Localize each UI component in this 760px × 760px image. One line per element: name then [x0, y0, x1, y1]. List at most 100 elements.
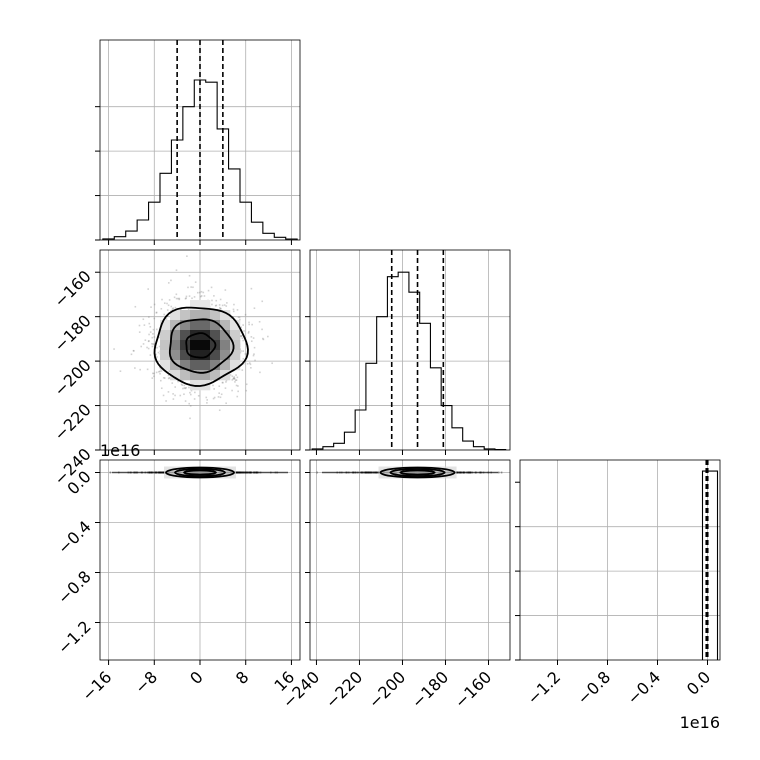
panel-2-1-sample-point [242, 350, 244, 352]
panel-2-1-sample-point [236, 309, 239, 311]
panel-2-1-sample-point [219, 308, 222, 310]
panel-2-1-sample-point [186, 255, 188, 257]
panel-2-1-sample-point [180, 308, 182, 311]
panel-2-1-sample-point [166, 309, 169, 311]
panel-2-1-sample-point [146, 346, 148, 349]
panel-2-1-density-cell [200, 360, 211, 371]
panel-2-1-sample-point [171, 308, 174, 310]
panel-3-2-contour [379, 466, 456, 479]
panel-2-1-sample-point [250, 367, 252, 369]
panel-2-1-density-cell [170, 350, 181, 361]
panel-2-1-sample-point [160, 307, 163, 310]
panel-2-1-sample-point [155, 311, 158, 314]
panel-2-1-sample-point [190, 389, 193, 392]
panel-2-1-sample-point [233, 303, 235, 306]
panel-2-1-sample-point [185, 295, 188, 298]
panel-2-1-sample-point [147, 288, 149, 290]
panel-2-1-sample-point [189, 391, 191, 394]
panel-2-1-sample-point [153, 343, 156, 345]
panel-2-1-sample-point [225, 305, 228, 307]
panel-2-1-density-cell [180, 310, 191, 321]
panel-2-1-sample-point [213, 295, 215, 297]
panel-2-1-density-cell [230, 340, 241, 351]
panel-2-1-sample-point [187, 286, 189, 289]
panel-2-1-sample-point [196, 291, 199, 294]
panel-2-2-histogram-step [311, 271, 507, 451]
panel-3-1-x-tick-label: 0 [186, 667, 207, 688]
panel-2-1-sample-point [236, 395, 239, 398]
panel-3-2-x-tick-label: −180 [408, 667, 453, 712]
panel-2-1-density-cell [200, 330, 211, 341]
panel-2-1-sample-point [182, 387, 184, 390]
panel-2-1-sample-point [242, 357, 245, 360]
panel-3-3-x-tick-label: −0.4 [623, 667, 664, 708]
panel-2-1-sample-point [163, 313, 166, 316]
panel-2-1-sample-point [233, 377, 236, 380]
panel-2-1-sample-point [242, 339, 244, 342]
panel-2-1-sample-point [167, 374, 170, 377]
panel-2-1-sample-point [172, 398, 175, 400]
panel-2-1-sample-point [159, 370, 161, 373]
panel-3-2-x-tick-label: −220 [322, 667, 367, 712]
panel-2-1-sample-point [231, 389, 233, 392]
panel-2-1-sample-point [165, 400, 167, 402]
panel-2-1-sample-point [163, 302, 166, 304]
panel-2-1-sample-point [259, 371, 261, 374]
panel-2-1-sample-point [150, 306, 152, 308]
panel-2-1-sample-point [144, 339, 147, 341]
panel-2-1-sample-point [155, 371, 158, 374]
panel-2-1-sample-point [190, 286, 192, 288]
panel-2-1-sample-point [149, 354, 152, 356]
panel-3-2-sample-point [316, 471, 318, 474]
panel-2-1-sample-point [180, 383, 183, 386]
panel-3-2-contour [389, 468, 446, 477]
panel-2-1-sample-point [194, 281, 197, 283]
panel-2-1-sample-point [130, 353, 133, 356]
panel-2-1-density-cell [190, 340, 201, 351]
panel-2-1-sample-point [250, 340, 253, 343]
panel-3-3-x-offset-label: 1e16 [680, 713, 720, 732]
panel-2-1-sample-point [218, 306, 221, 309]
panel-2-1-density-cell [210, 320, 221, 331]
panel-2-1-sample-point [247, 330, 250, 333]
panel-2-1-density-cell [220, 310, 231, 321]
panel-2-1-density-cell [170, 370, 181, 381]
panel-2-1-sample-point [161, 298, 163, 301]
panel-2-1-sample-point [172, 307, 174, 310]
panel-2-1-density-cell [230, 350, 241, 361]
panel-2-1-sample-point [175, 269, 178, 271]
panel-2-1-sample-point [211, 299, 213, 302]
panel-2-1-density-cell [220, 350, 231, 361]
panel-3-1-y-tick-label: −0.4 [54, 517, 95, 558]
panel-2-1-density-cell [180, 370, 191, 381]
panel-2-1-sample-point [178, 298, 181, 301]
panel-2-1-sample-point [152, 333, 154, 335]
panel-2-1-sample-point [158, 370, 160, 373]
panel-1-1-frame [99, 39, 301, 241]
panel-2-1-sample-point [177, 297, 179, 300]
panel-3-2-x-tick-label: −160 [451, 667, 496, 712]
panel-2-1-sample-point [167, 377, 170, 380]
panel-2-1-sample-point [159, 379, 162, 382]
panel-2-1-sample-point [149, 331, 152, 333]
panel-2-1-sample-point [250, 336, 253, 338]
panel-2-1-sample-point [249, 363, 252, 366]
panel-2-1-sample-point [189, 393, 192, 396]
panel-2-1-density-cell [210, 310, 221, 321]
panel-2-1-sample-point [154, 354, 157, 356]
panel-3-1-y-tick-label: −0.8 [54, 567, 95, 608]
panel-2-1-sample-point [165, 318, 168, 320]
panel-2-1-density-cell [230, 330, 241, 341]
panel-2-1-sample-point [158, 336, 160, 339]
panel-2-1-sample-point [193, 398, 196, 400]
panel-2-1-sample-point [248, 321, 250, 324]
panel-2-1-sample-point [245, 343, 247, 345]
panel-3-2-sample-point [497, 471, 500, 474]
panel-2-1-sample-point [155, 328, 158, 331]
panel-2-1-sample-point [168, 299, 171, 301]
panel-2-1-sample-point [205, 396, 208, 399]
panel-2-1-density-cell [190, 370, 201, 381]
panel-2-1-density-cell [190, 300, 201, 311]
panel-2-1-sample-point [225, 379, 228, 382]
